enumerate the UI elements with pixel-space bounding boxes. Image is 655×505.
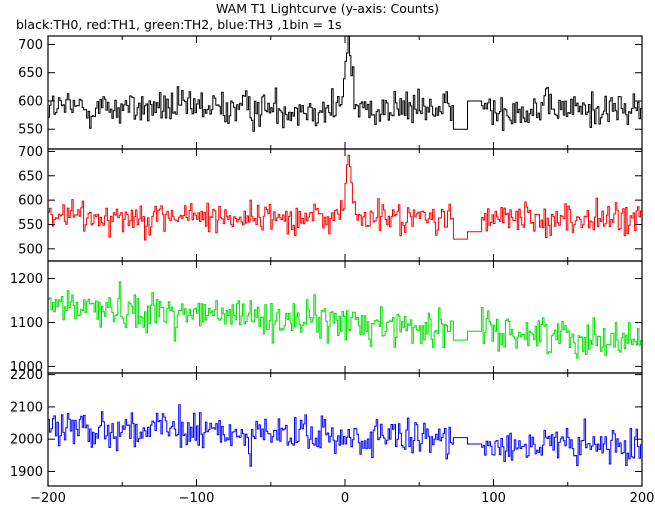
y-tick-label-TH2-1000: 1000 bbox=[10, 360, 43, 375]
series-line-TH1 bbox=[48, 154, 642, 241]
x-tick-label--100: −100 bbox=[179, 491, 215, 505]
series-line-TH3 bbox=[48, 404, 642, 467]
x-tick-label-0: 0 bbox=[341, 491, 349, 505]
series-line-TH0 bbox=[48, 36, 642, 132]
y-tick-label-TH0-700: 700 bbox=[18, 38, 43, 53]
panel-frame-TH0 bbox=[47, 35, 643, 150]
y-tick-label-TH1-600: 600 bbox=[18, 194, 43, 209]
y-tick-label-TH2-1200: 1200 bbox=[10, 272, 43, 287]
y-tick-label-TH0-550: 550 bbox=[18, 123, 43, 138]
x-tick-label--200: −200 bbox=[30, 491, 66, 505]
series-line-TH2 bbox=[48, 281, 642, 359]
y-tick-label-TH0-600: 600 bbox=[18, 94, 43, 109]
x-tick-label-200: 200 bbox=[630, 491, 655, 505]
y-tick-label-TH1-700: 700 bbox=[18, 145, 43, 160]
y-tick-label-TH3-2200: 2200 bbox=[10, 368, 43, 383]
x-tick-label-100: 100 bbox=[481, 491, 506, 505]
y-tick-label-TH1-650: 650 bbox=[18, 169, 43, 184]
y-tick-label-TH1-500: 500 bbox=[18, 242, 43, 257]
y-tick-label-TH0-650: 650 bbox=[18, 66, 43, 81]
y-tick-label-TH3-1900: 1900 bbox=[10, 465, 43, 480]
y-tick-label-TH1-550: 550 bbox=[18, 218, 43, 233]
y-tick-label-TH3-2100: 2100 bbox=[10, 400, 43, 415]
chart-subtitle: black:TH0, red:TH1, green:TH2, blue:TH3 … bbox=[16, 17, 342, 32]
y-tick-label-TH3-2000: 2000 bbox=[10, 433, 43, 448]
y-tick-label-TH2-1100: 1100 bbox=[10, 316, 43, 331]
chart-title: WAM T1 Lightcurve (y-axis: Counts) bbox=[215, 1, 440, 16]
